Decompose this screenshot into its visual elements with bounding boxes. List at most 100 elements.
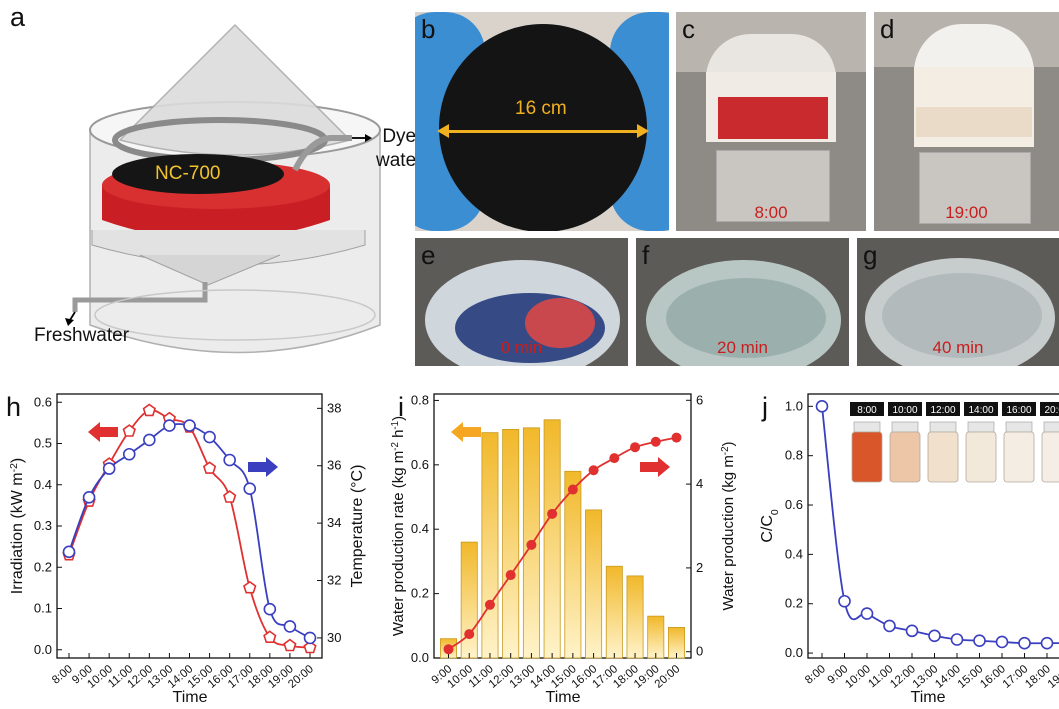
vial-cap [929,421,957,433]
cumulative-point [567,484,578,495]
cumulative-point [671,432,682,443]
nc-700-absorber [112,154,284,194]
x-tick-label: 16:00 [978,663,1008,691]
vial-time-label: 8:00 [857,405,877,416]
panel-label-d: d [880,14,895,44]
x-tick-label: 15:00 [956,663,986,691]
x-tick-label: 12:00 [888,663,918,691]
x-axis-label: Time [911,689,946,706]
right-axis-arrow [248,457,278,477]
panel-label-j: j [762,392,768,422]
panel-label-f: f [642,240,650,270]
series-blue-point [102,462,116,475]
series-blue-point [203,430,216,444]
time-label-f: 20 min [716,338,769,357]
bar [543,419,561,659]
dye-water-label: Dye water [376,126,423,171]
vial-time-label: 16:00 [1006,405,1031,416]
series-red-point [243,580,257,594]
left-axis-arrow [451,422,481,442]
y2-tick-label: 32 [327,573,341,588]
bar [626,575,644,659]
vial-time-label: 10:00 [892,405,917,416]
vial-cap [853,421,881,433]
time-label-c: 8:00 [754,203,788,222]
photo-c: c 8:00 [676,12,866,231]
y-tick-label: 0.8 [411,392,429,407]
concentration-point [905,624,919,638]
series-red-point [283,638,297,652]
cumulative-point [505,570,516,581]
chart-j: 0.00.20.40.60.81.08:009:0010:0011:0012:0… [759,393,1059,706]
freshwater-label: Freshwater [34,325,130,346]
vial-time-badge [964,402,998,416]
series-blue-point [243,482,257,495]
y-tick-label: 0.6 [785,497,803,512]
photo-g: g 40 min [857,238,1059,366]
dimension-label: 16 cm [515,98,567,119]
y-tick-label: 0.6 [34,394,52,409]
concentration-point [928,629,941,643]
panel-label-a: a [10,2,26,32]
x-tick-label: 13:00 [911,663,941,691]
vial-time-badge [1040,402,1059,416]
panel-label-i: i [398,392,404,422]
series-red-point [223,490,237,503]
y2-axis-label: Temperature (°C) [349,465,366,588]
right-axis-arrow [640,457,670,477]
vial-cap [1005,421,1033,433]
vial [851,431,883,483]
series-blue-point [163,419,176,432]
vial-cap [891,421,919,433]
chart-i: 0.00.20.40.60.802469:0010:0011:0012:0013… [390,392,738,706]
y2-tick-label: 30 [327,630,341,645]
concentration-point [1040,636,1054,650]
black-absorber-disc [439,24,647,231]
panel-label-g: g [863,240,878,270]
cumulative-point [588,465,599,476]
series-blue-point [122,447,136,461]
series-blue-point [62,545,76,559]
series-blue-point [283,620,297,633]
bar [585,509,603,659]
series-blue-point [82,491,96,504]
nc-700-label: NC-700 [155,163,221,184]
vial [965,431,997,483]
y2-axis-label: Water production (kg m-2) [720,441,738,610]
bar [605,565,623,659]
y-tick-label: 0.8 [785,448,803,463]
x-tick-label: 14:00 [933,663,963,691]
series-red-point [202,461,217,474]
series-blue-point [183,419,196,432]
y-tick-label: 0.0 [785,645,803,660]
solar-still-schematic [65,23,381,354]
time-label-g: 40 min [932,338,984,357]
series-blue-point [263,602,277,616]
x-axis-label: Time [173,689,208,706]
x-tick-label: 10:00 [843,663,873,691]
series-blue-point [143,433,156,447]
vial-time-badge [1002,402,1036,416]
y-tick-label: 1.0 [785,398,803,413]
photo-b: 16 cm b [415,12,669,231]
vial-time-label: 12:00 [930,405,955,416]
left-axis-arrow [88,422,118,442]
series-red-point [303,640,317,654]
bar [647,615,665,659]
concentration-point [815,400,829,413]
y2-tick-label: 4 [696,476,703,491]
cumulative-point [650,436,661,447]
x-tick-label: 8:00 [803,663,828,687]
photo-d: d 19:00 [874,12,1059,231]
panel-label-e: e [421,240,436,270]
y-tick-label: 0.2 [411,586,429,601]
vial-time-badge [850,402,884,416]
series-blue-point [223,453,236,467]
x-tick-label: 8:00 [50,663,75,687]
y2-tick-label: 34 [327,515,341,530]
photo-f: f 20 min [636,238,849,366]
cumulative-point [547,508,558,519]
y-tick-label: 0.4 [411,521,429,536]
plot-frame [433,393,692,659]
y-axis-label: C/C0 [759,509,781,543]
